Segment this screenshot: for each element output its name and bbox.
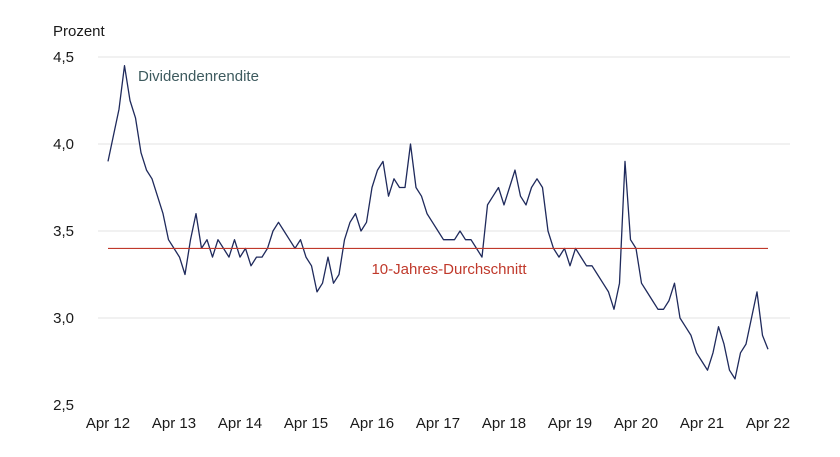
x-tick-label: Apr 21 [680, 415, 724, 432]
y-tick-label: 3,0 [53, 310, 74, 327]
y-axis-unit-label: Prozent [53, 23, 106, 40]
gridlines [98, 56, 790, 319]
x-axis-ticks: Apr 12 Apr 13 Apr 14 Apr 15 Apr 16 Apr 17 Apr … [86, 415, 790, 432]
x-tick-label: Apr 19 [548, 415, 592, 432]
x-tick-label: Apr 12 [86, 415, 130, 432]
x-tick-label: Apr 13 [152, 415, 196, 432]
dividend-yield-line [107, 65, 769, 380]
x-tick-label: Apr 17 [416, 415, 460, 432]
y-axis-ticks: 4,5 4,0 3,5 3,0 2,5 [53, 49, 74, 414]
y-tick-label: 2,5 [53, 397, 74, 414]
x-tick-label: Apr 16 [350, 415, 394, 432]
y-tick-label: 3,5 [53, 223, 74, 240]
ten-year-average-label: 10-Jahres-Durchschnitt [371, 261, 527, 278]
dividend-yield-label: Dividendenrendite [138, 68, 259, 85]
x-tick-label: Apr 14 [218, 415, 262, 432]
y-tick-label: 4,5 [53, 49, 74, 66]
x-tick-label: Apr 15 [284, 415, 328, 432]
x-tick-label: Apr 18 [482, 415, 526, 432]
series-labels: Dividendenrendite 10-Jahres-Durchschnitt [138, 68, 527, 278]
x-tick-label: Apr 22 [746, 415, 790, 432]
x-tick-label: Apr 20 [614, 415, 658, 432]
y-tick-label: 4,0 [53, 136, 74, 153]
series [107, 65, 769, 380]
